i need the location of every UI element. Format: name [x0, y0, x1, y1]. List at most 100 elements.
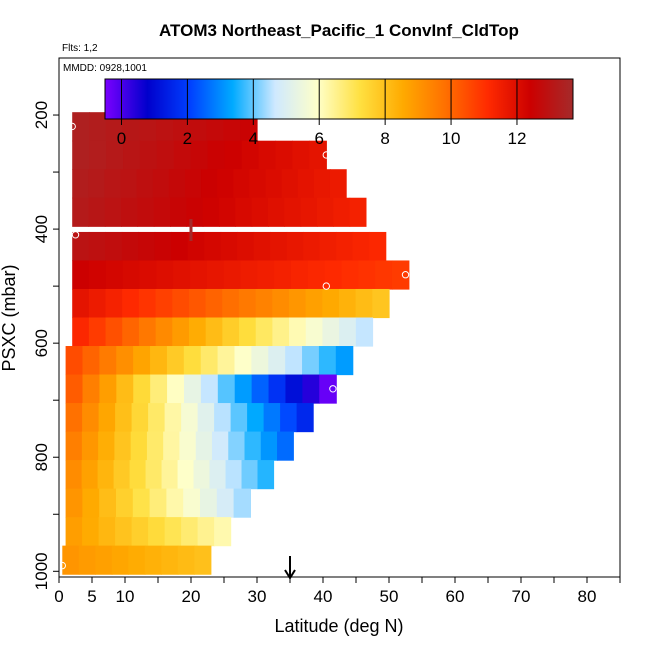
heatmap-cell	[173, 140, 192, 170]
heatmap-cell	[131, 403, 149, 433]
heatmap-cell	[255, 317, 273, 347]
heatmap-cell	[188, 317, 207, 347]
x-tick-label: 0	[54, 587, 63, 606]
colorbar-tick-label: 0	[117, 129, 126, 148]
heatmap-cell	[190, 260, 208, 290]
heatmap-cell	[137, 197, 155, 227]
heatmap-cell	[72, 140, 90, 170]
heatmap-cell	[300, 197, 318, 227]
heatmap-cell	[200, 488, 218, 518]
colorbar-tick-label: 8	[380, 129, 389, 148]
heatmap-cell	[272, 317, 290, 347]
heatmap-cell	[183, 488, 201, 518]
heatmap-cell	[206, 260, 225, 290]
heatmap-cell	[65, 431, 83, 461]
heatmap-cell	[111, 545, 129, 575]
heatmap-cell	[197, 403, 215, 433]
heatmap-cell	[95, 545, 113, 575]
heatmap-cell	[113, 460, 131, 490]
x-axis-title: Latitude (deg N)	[274, 616, 403, 636]
heatmap-cell	[333, 197, 351, 227]
heatmap-cell	[164, 517, 182, 547]
heatmap-cell	[97, 460, 115, 490]
heatmap-cell	[268, 374, 287, 404]
heatmap-cell	[131, 517, 149, 547]
heatmap-cell	[197, 517, 215, 547]
heatmap-cell	[258, 140, 277, 170]
heatmap-cell	[138, 317, 157, 347]
heatmap-cell	[133, 346, 151, 376]
heatmap-cell	[305, 317, 324, 347]
colorbar-tick-label: 6	[314, 129, 323, 148]
x-tick-label: 10	[116, 587, 135, 606]
heatmap-cell	[338, 288, 357, 319]
heatmap-cell	[156, 140, 175, 170]
heatmap-cell	[88, 197, 106, 227]
heatmap-cell	[62, 545, 80, 575]
heatmap-cell	[358, 260, 376, 290]
heatmap-cell	[89, 140, 107, 170]
heatmap-cell	[336, 231, 354, 262]
heatmap-cell	[322, 317, 340, 347]
heatmap-cell	[167, 374, 185, 404]
heatmap-cell	[222, 317, 240, 347]
heatmap-cell	[72, 169, 89, 199]
heatmap-cell	[296, 403, 314, 433]
heatmap-cell	[123, 140, 141, 170]
heatmap-cell	[114, 431, 132, 461]
heatmap-cell	[171, 231, 189, 262]
heatmap-cell	[217, 346, 236, 376]
heatmap-cell	[148, 403, 166, 433]
heatmap-cell	[260, 431, 278, 461]
heatmap-cell	[234, 374, 253, 404]
heatmap-cell	[391, 260, 410, 290]
colorbar	[104, 78, 574, 120]
heatmap-cell	[150, 374, 168, 404]
heatmap-cell	[240, 260, 258, 290]
heatmap-cell	[195, 431, 213, 461]
heatmap-cell	[284, 197, 302, 227]
heatmap-cell	[98, 431, 115, 461]
heatmap-cell	[205, 288, 223, 319]
heatmap-cell	[280, 403, 298, 433]
heatmap-cell	[257, 460, 275, 490]
heatmap-cell	[257, 260, 275, 290]
heatmap-cell	[116, 346, 134, 376]
heatmap-cell	[166, 488, 184, 518]
heatmap-cell	[228, 431, 246, 461]
heatmap-cell	[122, 317, 140, 347]
heatmap-cell	[72, 231, 90, 262]
heatmap-cell	[375, 260, 393, 290]
heatmap-cell	[313, 169, 331, 199]
heatmap-cell	[72, 197, 90, 227]
heatmap-cell	[98, 403, 116, 433]
x-tick-label: 80	[578, 587, 597, 606]
heatmap-cell	[155, 317, 173, 347]
data-point	[322, 282, 330, 290]
heatmap-cell	[285, 346, 303, 376]
heatmap-cell	[154, 231, 172, 262]
colorbar-tick-label: 10	[442, 129, 461, 148]
heatmap-cell	[205, 317, 223, 347]
data-point	[71, 231, 80, 239]
heatmap-cell	[186, 197, 204, 227]
heatmap-cell	[194, 545, 212, 575]
heatmap-cell	[349, 197, 367, 227]
heatmap-cell	[99, 346, 117, 376]
heatmap-cell	[82, 517, 100, 547]
heatmap-cell	[216, 488, 235, 518]
y-tick-label: 600	[32, 329, 51, 357]
heatmap-cell	[65, 374, 84, 404]
heatmap-cell	[82, 403, 100, 433]
heatmap-cell	[220, 231, 238, 262]
heatmap-cell	[289, 317, 307, 347]
heatmap-cell	[355, 317, 374, 347]
heatmap-cell	[369, 231, 387, 262]
x-tick-label: 5	[87, 587, 96, 606]
heatmap-cell	[239, 317, 257, 347]
heatmap-cell	[244, 431, 262, 461]
annotations	[189, 219, 296, 580]
heatmap-cell	[297, 169, 315, 199]
heatmap-cell	[179, 431, 197, 461]
x-axis: 0 5 10 20 30 40 50 60 70 80	[54, 577, 621, 606]
